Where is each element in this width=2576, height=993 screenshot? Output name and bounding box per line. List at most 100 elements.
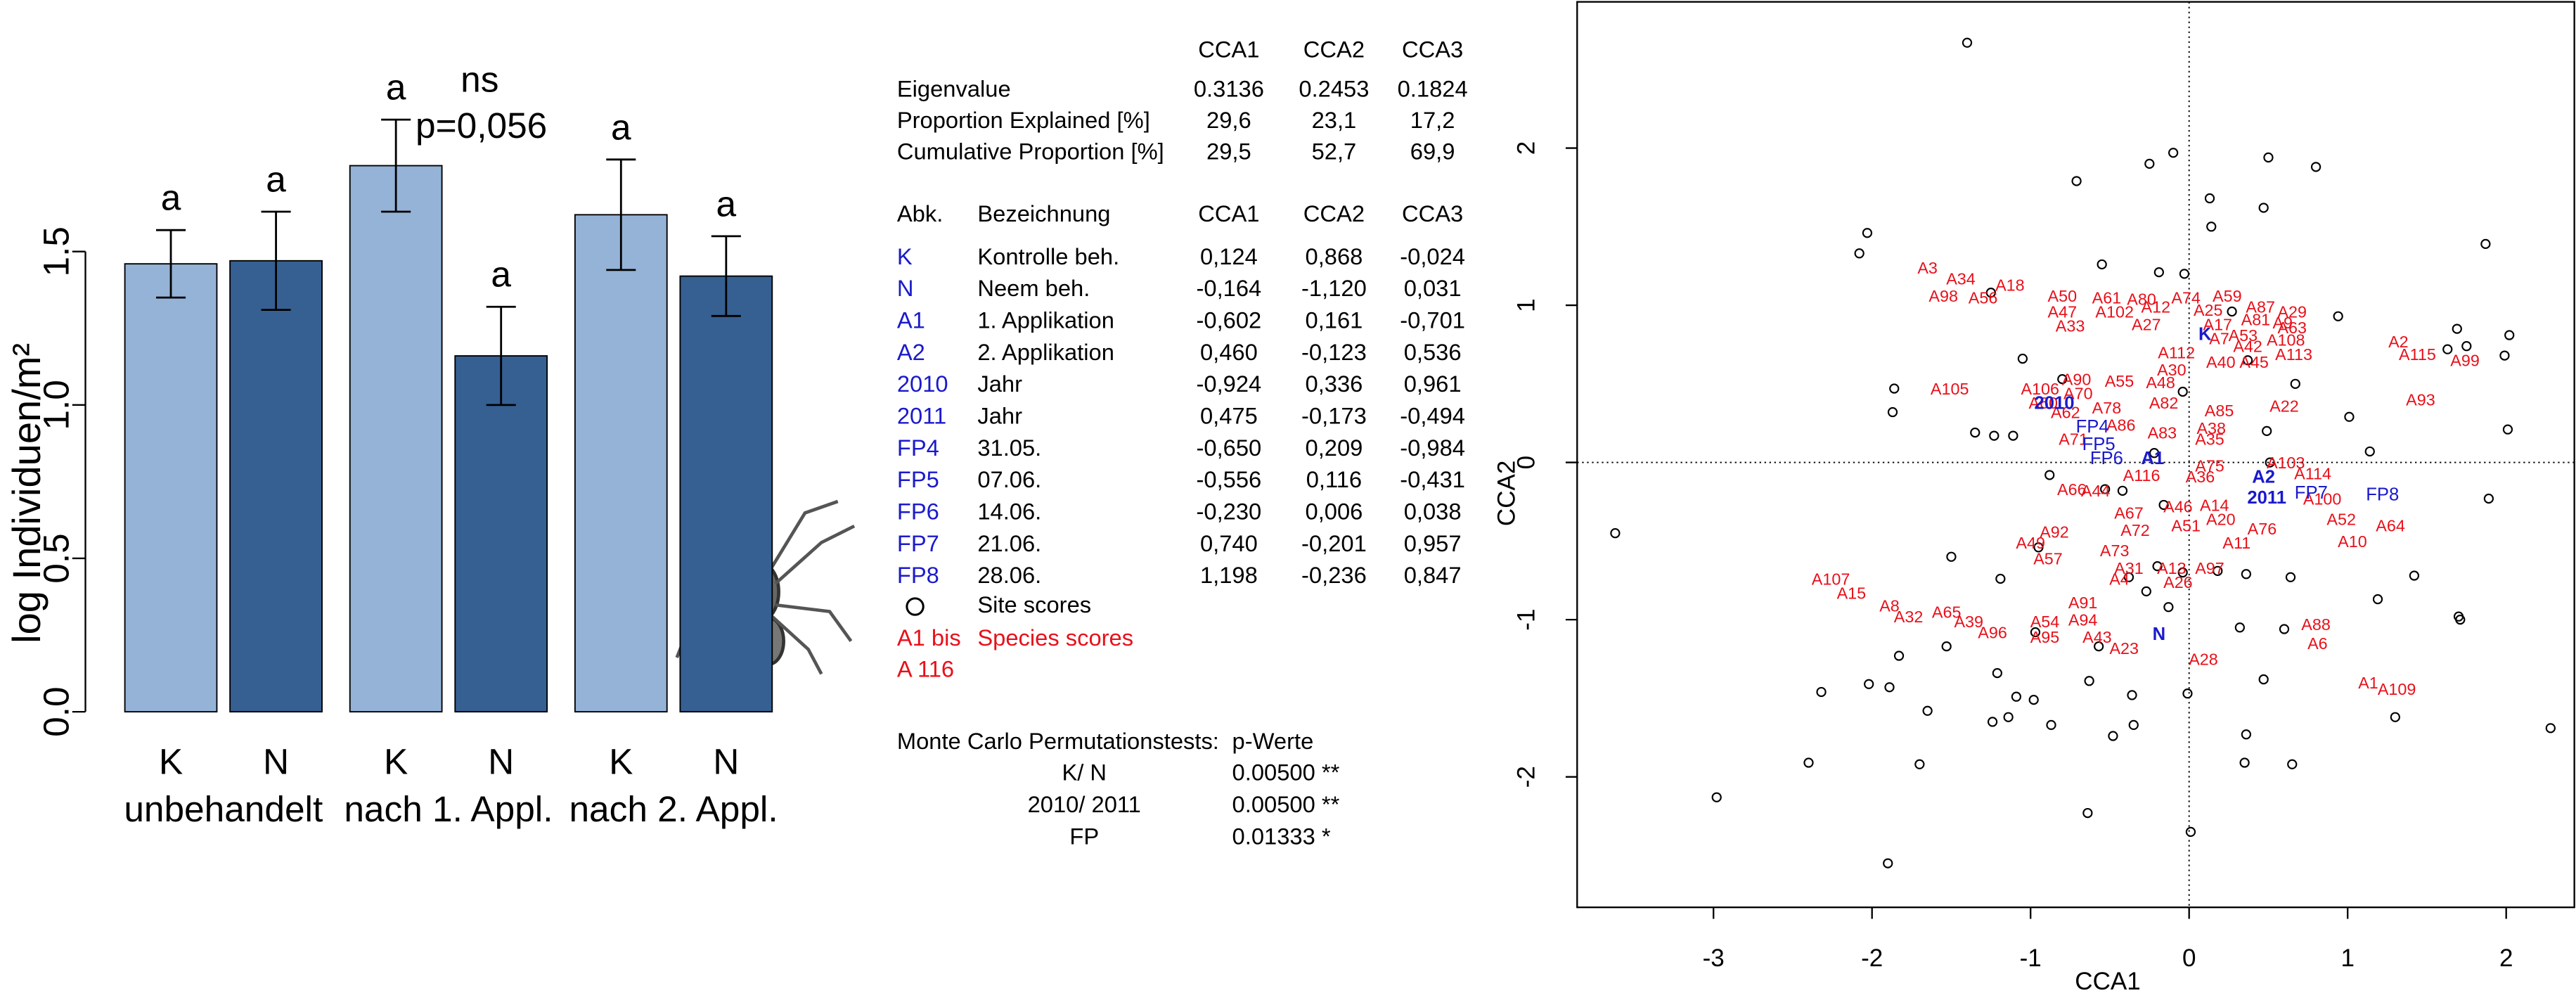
- site-point: [1855, 249, 1864, 257]
- species-label: A114: [2294, 465, 2331, 483]
- table-cell: 2. Applikation: [977, 339, 1114, 365]
- site-point: [1924, 707, 1932, 715]
- x-tick-label: N: [713, 741, 739, 781]
- tests-cell: 0.00500 **: [1232, 760, 1340, 786]
- site-point: [1988, 717, 1997, 726]
- site-point: [2504, 425, 2512, 434]
- species-label: A78: [2092, 399, 2122, 417]
- y-tick-label: -1: [1512, 609, 1540, 631]
- site-point: [2456, 615, 2464, 624]
- site-point: [1883, 859, 1892, 868]
- table-header: CCA1: [1198, 200, 1259, 226]
- bar: [455, 356, 547, 712]
- table-cell: 0.1824: [1398, 75, 1468, 101]
- environment-label: FP7: [2295, 483, 2328, 503]
- species-label: A73: [2100, 542, 2130, 560]
- table-cell: 0,336: [1306, 371, 1363, 397]
- species-label: A52: [2326, 510, 2356, 528]
- table-cell: Cumulative Proportion [%]: [897, 138, 1164, 164]
- species-label: A113: [2275, 345, 2312, 364]
- site-point: [2500, 352, 2509, 360]
- site-point: [2288, 760, 2296, 769]
- site-point: [2242, 730, 2250, 738]
- environment-label: FP6: [2090, 449, 2123, 468]
- site-point: [2410, 571, 2419, 579]
- table-cell: 0,161: [1306, 307, 1363, 333]
- significance-letter: a: [161, 177, 181, 218]
- site-point: [2180, 269, 2189, 278]
- table-cell: -0,602: [1197, 307, 1262, 333]
- x-tick-label: 1: [2340, 944, 2355, 972]
- table-cell: A1: [897, 307, 925, 333]
- table-cell: FP7: [897, 530, 939, 556]
- site-point: [2345, 413, 2353, 421]
- site-point: [2183, 689, 2191, 698]
- site-point: [1713, 793, 1721, 802]
- x-tick-label: -3: [1703, 944, 1725, 972]
- x-tick-label: 2: [2499, 944, 2513, 972]
- x-axis-title: CCA1: [2075, 968, 2141, 993]
- species-label: A88: [2301, 615, 2331, 634]
- table-cell: 07.06.: [977, 466, 1041, 492]
- table-cell: -0,494: [1400, 402, 1465, 428]
- species-label: A99: [2450, 352, 2480, 370]
- table-header: CCA3: [1402, 200, 1463, 226]
- site-point: [1885, 683, 1893, 691]
- environment-label: A1: [2141, 449, 2164, 468]
- species-label: A43: [2082, 628, 2112, 646]
- site-point: [1971, 428, 1979, 437]
- table-cell: 1. Applikation: [977, 307, 1114, 333]
- site-point: [2481, 240, 2490, 248]
- environment-label: K: [2198, 324, 2212, 344]
- table-cell: -0,201: [1301, 530, 1367, 556]
- table-cell: 0,740: [1200, 530, 1258, 556]
- legend-abbr: A 116: [897, 655, 954, 681]
- table-cell: 23,1: [1312, 107, 1357, 133]
- site-point: [1817, 688, 1825, 696]
- table-cell: -0,173: [1301, 402, 1367, 428]
- species-label: A51: [2171, 516, 2201, 534]
- bar: [350, 166, 442, 712]
- site-point: [2242, 570, 2250, 578]
- species-label: A102: [2095, 302, 2134, 321]
- species-label: A67: [2114, 504, 2144, 523]
- species-label: A86: [2106, 416, 2136, 434]
- table-cell: 14.06.: [977, 498, 1041, 524]
- table-cell: 28.06.: [977, 562, 1041, 588]
- site-point: [2205, 194, 2214, 203]
- annotation: ns: [461, 59, 498, 100]
- site-point: [2030, 696, 2038, 704]
- site-point: [2312, 162, 2320, 171]
- table-cell: -0,701: [1400, 307, 1465, 333]
- tests-title: Monte Carlo Permutationstests:: [897, 728, 1219, 754]
- table-cell: -0,230: [1197, 498, 1262, 524]
- site-point: [2453, 325, 2461, 333]
- table-cell: 0,475: [1200, 402, 1258, 428]
- site-point: [2374, 595, 2382, 603]
- species-label: A12: [2142, 298, 2171, 316]
- species-label: A95: [2030, 628, 2060, 646]
- species-label: A3: [1917, 259, 1938, 277]
- site-point: [2085, 677, 2094, 685]
- y-tick-label: 2: [1512, 141, 1540, 155]
- table-cell: FP5: [897, 466, 939, 492]
- species-label: A10: [2338, 532, 2367, 551]
- x-tick-label: N: [263, 741, 289, 781]
- site-point: [2004, 713, 2013, 722]
- legend-text: Site scores: [977, 591, 1091, 617]
- table-cell: 21.06.: [977, 530, 1041, 556]
- site-point: [2018, 354, 2027, 363]
- table-cell: 29,6: [1206, 107, 1251, 133]
- site-point: [2142, 587, 2151, 596]
- species-label: A1: [2358, 674, 2378, 692]
- species-label: A72: [2120, 521, 2150, 539]
- species-label: A18: [1995, 276, 2025, 294]
- species-label: A83: [2148, 424, 2177, 442]
- site-point: [1996, 575, 2004, 583]
- environment-label: A2: [2252, 468, 2275, 487]
- table-cell: -1,120: [1301, 275, 1367, 301]
- group-label: nach 1. Appl.: [344, 788, 553, 829]
- site-point: [1947, 553, 1955, 561]
- table-cell: FP4: [897, 435, 939, 461]
- species-label: A20: [2206, 510, 2236, 528]
